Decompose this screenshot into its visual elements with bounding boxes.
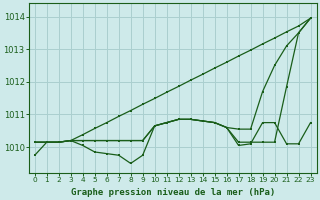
X-axis label: Graphe pression niveau de la mer (hPa): Graphe pression niveau de la mer (hPa) <box>70 188 275 197</box>
